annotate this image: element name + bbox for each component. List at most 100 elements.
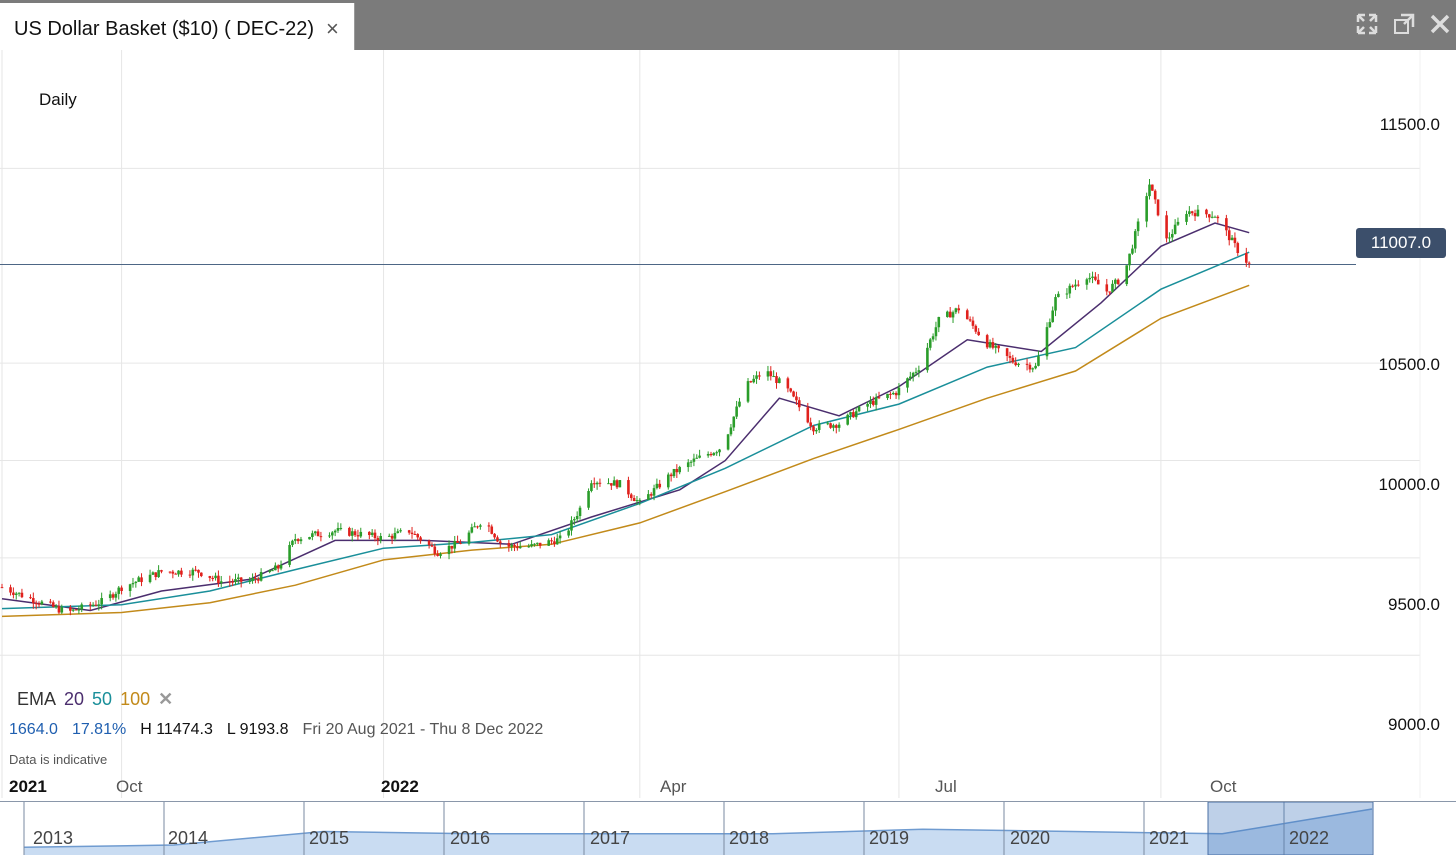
candle-down (450, 545, 454, 549)
candle-up (1091, 276, 1094, 278)
candle-up (470, 527, 474, 533)
range-navigator[interactable] (0, 801, 1456, 856)
candle-up (1133, 231, 1137, 249)
tab-close-button[interactable]: × (326, 16, 339, 41)
candle-down (319, 536, 323, 538)
candle-down (675, 468, 679, 473)
candle-up (951, 312, 955, 318)
candle-down (88, 604, 92, 606)
candle-down (74, 609, 78, 611)
candle-up (77, 609, 81, 611)
candle-down (456, 540, 459, 544)
candle-up (752, 378, 756, 383)
candle-down (20, 592, 24, 598)
candle-up (293, 539, 297, 541)
candle-down (1247, 262, 1251, 264)
candle-down (231, 581, 234, 583)
candle-up (1054, 297, 1057, 311)
candle-down (834, 425, 838, 428)
navigator-line (23, 808, 1373, 849)
price-chart[interactable] (0, 50, 1456, 801)
candle-down (254, 577, 257, 580)
chart-tab[interactable]: US Dollar Basket ($10) ( DEC-22) × (0, 3, 355, 50)
candle-up (718, 449, 721, 453)
candle-up (1196, 209, 1200, 217)
candle-up (291, 540, 294, 546)
candle-down (200, 572, 203, 577)
candle-up (1017, 363, 1020, 366)
candle-down (749, 381, 753, 383)
navigator-selection[interactable] (1207, 801, 1374, 856)
candle-down (797, 400, 801, 408)
candle-down (786, 378, 790, 389)
candle-up (846, 414, 849, 425)
candle-up (1057, 293, 1060, 298)
candle-down (197, 569, 200, 573)
candle-down (256, 579, 260, 581)
candle-up (638, 499, 642, 501)
candle-up (886, 393, 889, 399)
close-icon[interactable] (1428, 12, 1452, 36)
candle-up (80, 604, 84, 610)
candle-up (117, 587, 121, 594)
candle-up (299, 539, 303, 542)
candle-down (296, 539, 300, 542)
candle-up (1145, 196, 1148, 222)
candle-up (479, 525, 482, 527)
candle-down (795, 396, 798, 401)
candle-down (34, 603, 38, 605)
candle-up (1213, 216, 1217, 218)
candle-down (627, 480, 630, 495)
navigator-year: 2021 (1149, 828, 1190, 848)
candle-down (889, 393, 892, 395)
x-tick-label: Apr (660, 777, 687, 796)
candle-up (1210, 216, 1214, 218)
x-tick-label: 2022 (381, 777, 419, 796)
navigator-year: 2020 (1010, 828, 1051, 848)
candle-down (1025, 363, 1029, 365)
candle-up (726, 434, 730, 450)
candle-up (536, 542, 539, 544)
candle-down (188, 574, 192, 576)
candle-down (239, 577, 243, 582)
candle-up (715, 452, 718, 454)
expand-icon[interactable] (1355, 12, 1379, 36)
candle-up (308, 536, 311, 540)
disclaimer: Data is indicative (9, 752, 108, 767)
candle-down (1151, 184, 1154, 191)
candle-up (897, 387, 901, 396)
candle-down (829, 423, 832, 428)
candle-down (487, 525, 491, 527)
candle-up (393, 533, 397, 539)
candle-up (157, 570, 160, 578)
candle-down (94, 604, 98, 606)
candle-down (1005, 348, 1009, 356)
candle-down (1008, 355, 1012, 358)
candle-up (1188, 211, 1191, 215)
y-tick-label: 11500.0 (1379, 115, 1440, 134)
candle-up (1031, 368, 1035, 370)
candle-down (1193, 213, 1197, 217)
candle-up (148, 574, 152, 583)
candle-up (934, 327, 938, 337)
candle-down (413, 534, 417, 536)
candle-up (857, 406, 861, 412)
remove-indicator-button[interactable]: ✕ (158, 689, 174, 709)
candle-down (407, 530, 411, 533)
candle-down (553, 541, 556, 545)
candle-up (191, 569, 195, 576)
candle-up (573, 519, 576, 521)
candle-up (137, 577, 140, 582)
candle-up (666, 474, 670, 488)
candle-down (0, 587, 4, 589)
candle-up (530, 544, 533, 547)
candle-up (1088, 277, 1092, 280)
popout-icon[interactable] (1392, 12, 1416, 36)
candle-down (809, 422, 812, 427)
candle-up (826, 423, 830, 425)
candle-up (527, 546, 531, 548)
candle-up (1074, 284, 1077, 287)
navigator-year: 2017 (590, 828, 631, 848)
candle-down (459, 543, 462, 545)
candle-up (815, 429, 818, 432)
